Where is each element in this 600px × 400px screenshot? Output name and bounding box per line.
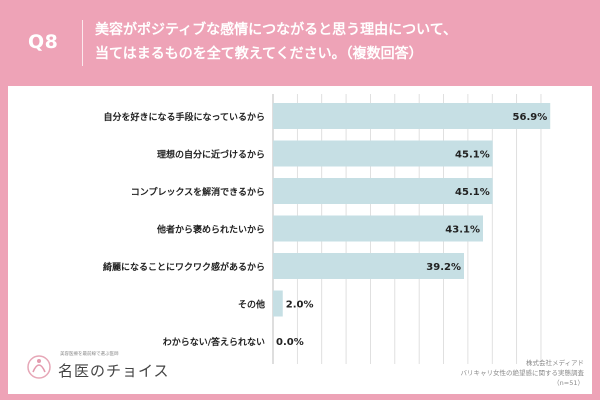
bar — [273, 290, 283, 317]
header-divider — [82, 20, 83, 66]
value-label: 45.1% — [455, 187, 490, 198]
bar — [273, 253, 464, 279]
category-label: わからない/答えられない — [163, 336, 265, 348]
source-sample-size: （n=51） — [553, 379, 584, 387]
value-label: 56.9% — [513, 112, 548, 123]
question-line-2: 当てはまるものを全て教えてください。（複数回答） — [95, 46, 423, 62]
category-label: コンプレックスを解消できるから — [131, 186, 265, 198]
value-label: 0.0% — [276, 337, 304, 348]
chart-panel: 自分を好きになる手段になっているから 56.9% 理想の自分に近づけるから 45.1%… — [8, 86, 592, 394]
bar — [273, 178, 493, 204]
logo-name: 名医のチョイス — [58, 362, 170, 380]
logo-tagline: 美容医療を最前線で選ぶ医師 — [60, 352, 119, 357]
source-note: 株式会社メディアド バリキャリ女性の絶望感に関する実態調査 （n=51） — [461, 358, 585, 388]
source-survey: バリキャリ女性の絶望感に関する実態調査 — [460, 369, 585, 377]
value-label: 43.1% — [445, 225, 480, 236]
logo: 美容医療を最前線で選ぶ医師 名医のチョイス — [22, 348, 172, 388]
source-company: 株式会社メディアド — [525, 359, 584, 367]
category-label: 自分を好きになる手段になっているから — [103, 111, 265, 123]
question-text: 美容がポジティブな感情につながると思う理由について、 当てはまるものを全て教えて… — [95, 18, 585, 66]
bar — [273, 215, 483, 242]
value-label: 45.1% — [455, 150, 490, 161]
value-label: 2.0% — [286, 300, 314, 311]
category-label: 理想の自分に近づけるから — [157, 149, 265, 161]
category-label: その他 — [238, 299, 265, 311]
bar — [273, 140, 493, 167]
header: Q8 美容がポジティブな感情につながると思う理由について、 当てはまるものを全て… — [0, 0, 600, 86]
bar-chart: 自分を好きになる手段になっているから 56.9% 理想の自分に近づけるから 45.1%… — [103, 94, 551, 364]
category-label: 他者から褒められたいから — [156, 224, 265, 236]
question-line-1: 美容がポジティブな感情につながると思う理由について、 — [95, 22, 458, 38]
value-label: 39.2% — [426, 262, 461, 273]
bar — [273, 103, 551, 129]
logo-mark-icon — [27, 355, 51, 379]
category-label: 綺麗になることにワクワク感があるから — [103, 261, 265, 273]
question-number: Q8 — [28, 31, 59, 53]
